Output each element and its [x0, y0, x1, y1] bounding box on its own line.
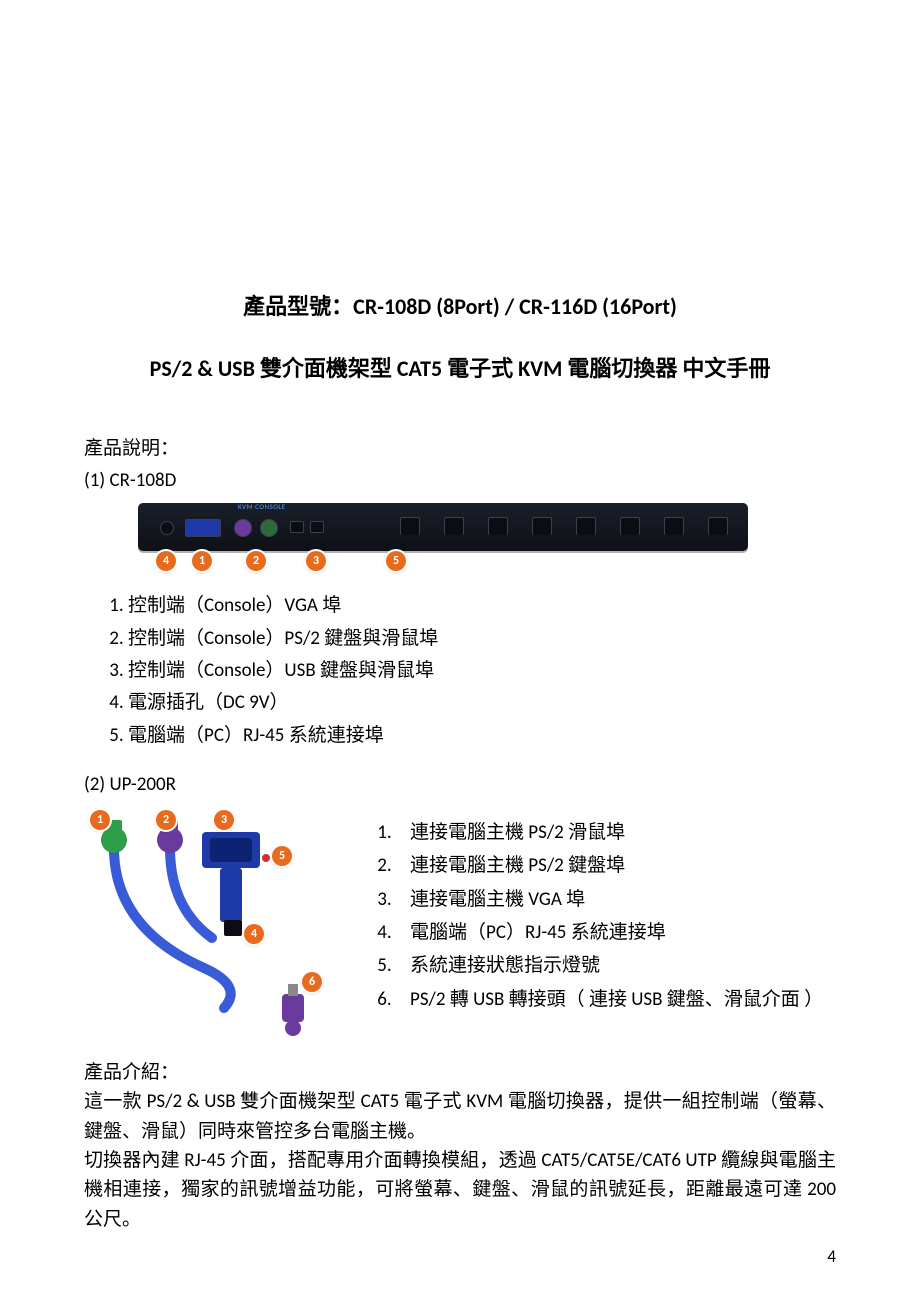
vga-port-icon	[185, 519, 221, 537]
list-item: 控制端（Console）USB 鍵盤與滑鼠埠	[128, 656, 836, 685]
product-model-title: 產品型號：CR-108D (8Port) / CR-116D (16Port)	[84, 290, 836, 324]
list-item: 電腦端（PC）RJ-45 系統連接埠	[396, 918, 823, 947]
callout-badge-2: 2	[246, 551, 266, 571]
intro-paragraph-2: 切換器內建 RJ-45 介面，搭配專用介面轉換模組，透過 CAT5/CAT5E/…	[84, 1146, 836, 1234]
item-1-label: (1) CR-108D	[84, 466, 836, 495]
cable-svg-icon	[84, 808, 334, 1038]
cr-108d-port-list: 控制端（Console）VGA 埠 控制端（Console）PS/2 鍵盤與滑鼠…	[84, 591, 836, 750]
cable-badge-6: 6	[302, 972, 322, 992]
ps2-port-a-icon	[234, 519, 252, 537]
cable-badge-1: 1	[90, 810, 110, 830]
cr-108d-device-figure: KVM CONSOLE 4 1 2 3 5	[138, 503, 836, 577]
callout-badge-5: 5	[386, 551, 406, 571]
list-item: 連接電腦主機 PS/2 滑鼠埠	[396, 818, 823, 847]
list-item: 控制端（Console）PS/2 鍵盤與滑鼠埠	[128, 624, 836, 653]
list-item: 系統連接狀態指示燈號	[396, 951, 823, 980]
callout-badge-4: 4	[156, 551, 176, 571]
product-description-label: 產品說明：	[84, 434, 836, 463]
callout-badge-1: 1	[192, 551, 212, 571]
cable-badge-5: 5	[272, 846, 292, 866]
list-item: PS/2 轉 USB 轉接頭（ 連接 USB 鍵盤、滑鼠介面 ）	[396, 985, 823, 1014]
intro-paragraph-1: 這一款 PS/2 & USB 雙介面機架型 CAT5 電子式 KVM 電腦切換器…	[84, 1087, 836, 1146]
kvm-device-body: KVM CONSOLE	[138, 503, 748, 551]
callout-badge-3: 3	[306, 551, 326, 571]
up-200r-cable-figure: 1 2 3 4 5 6	[84, 808, 334, 1038]
product-intro-label: 產品介紹：	[84, 1058, 836, 1087]
page-number: 4	[827, 1244, 836, 1270]
up-200r-port-list: 連接電腦主機 PS/2 滑鼠埠 連接電腦主機 PS/2 鍵盤埠 連接電腦主機 V…	[368, 814, 823, 1019]
list-item: 控制端（Console）VGA 埠	[128, 591, 836, 620]
cable-badge-2: 2	[156, 810, 176, 830]
list-item: 連接電腦主機 PS/2 鍵盤埠	[396, 851, 823, 880]
device-callouts: 4 1 2 3 5	[138, 551, 748, 577]
product-subtitle: PS/2 & USB 雙介面機架型 CAT5 電子式 KVM 電腦切換器 中文手…	[84, 352, 836, 386]
dc-power-port-icon	[160, 521, 174, 535]
kvm-console-label: KVM CONSOLE	[238, 502, 286, 513]
list-item: 電腦端（PC）RJ-45 系統連接埠	[128, 721, 836, 750]
item-2-label: (2) UP-200R	[84, 770, 836, 799]
ps2-port-b-icon	[260, 519, 278, 537]
usb-ports-group-icon	[290, 521, 324, 533]
list-item: 電源插孔（DC 9V）	[128, 688, 836, 717]
cable-badge-3: 3	[214, 810, 234, 830]
rj45-ports-group-icon	[400, 517, 728, 535]
cable-badge-4: 4	[244, 924, 264, 944]
list-item: 連接電腦主機 VGA 埠	[396, 885, 823, 914]
